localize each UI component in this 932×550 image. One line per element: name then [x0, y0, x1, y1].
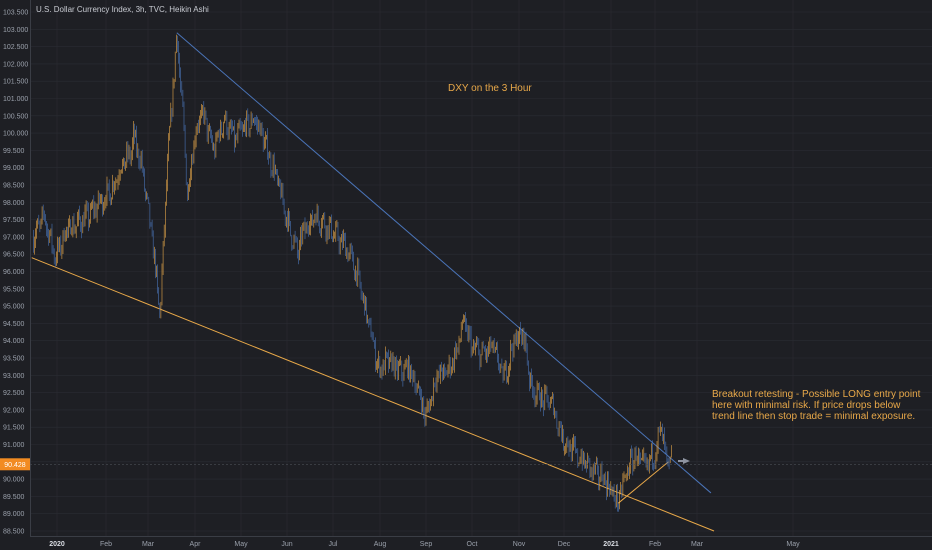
y-tick-label: 101.000	[3, 96, 28, 103]
y-tick-label: 98.500	[3, 183, 25, 190]
y-axis: 88.50089.00089.50090.00090.50091.00091.5…	[3, 10, 28, 536]
y-tick-label: 93.500	[3, 356, 25, 363]
arrow-shape	[678, 458, 690, 464]
x-tick-label: Mar	[142, 541, 155, 548]
y-tick-label: 102.000	[3, 61, 28, 68]
candles	[32, 34, 672, 512]
y-tick-label: 89.500	[3, 494, 25, 501]
x-axis: 2020 Feb Mar Apr May Jun Jul Aug Sep Oct Nov Dec 202…	[49, 541, 800, 548]
x-tick-label: May	[786, 541, 800, 548]
x-tick-label: Aug	[374, 541, 387, 548]
y-tick-label: 100.500	[3, 113, 28, 120]
y-tick-label: 100.000	[3, 131, 28, 138]
x-tick-label: 2020	[49, 541, 65, 548]
annotation-dxy: DXY on the 3 Hour	[448, 83, 532, 94]
x-tick-label: Jul	[329, 541, 338, 548]
y-tick-label: 96.000	[3, 269, 25, 276]
y-tick-label: 89.000	[3, 511, 25, 518]
retest-arrow-icon	[678, 458, 690, 464]
trendline-upper-resistance	[176, 32, 712, 494]
y-tick-label: 96.500	[3, 252, 25, 259]
y-tick-label: 98.000	[3, 200, 25, 207]
x-tick-label: Nov	[513, 541, 526, 548]
y-tick-label: 101.500	[3, 79, 28, 86]
y-tick-label: 95.000	[3, 304, 25, 311]
y-tick-label: 95.500	[3, 286, 25, 293]
y-tick-label: 90.000	[3, 477, 25, 484]
x-tick-label: Apr	[190, 541, 202, 548]
last-price-badge: 90.428	[0, 458, 932, 471]
last-price-label: 90.428	[4, 462, 26, 469]
y-tick-label: 99.000	[3, 165, 25, 172]
y-tick-label: 88.500	[3, 529, 25, 536]
last-price-bg	[0, 458, 30, 471]
x-tick-label: Feb	[649, 541, 661, 548]
y-tick-label: 103.000	[3, 27, 28, 34]
x-tick-label: 2021	[603, 541, 619, 548]
y-tick-label: 92.500	[3, 390, 25, 397]
x-tick-label: May	[234, 541, 248, 548]
x-tick-label: Mar	[691, 541, 704, 548]
y-tick-label: 103.500	[3, 10, 28, 17]
trendline-short-support	[617, 461, 669, 504]
trend-lines	[31, 32, 715, 532]
x-tick-label: Dec	[558, 541, 571, 548]
y-tick-label: 94.000	[3, 338, 25, 345]
y-tick-label: 91.500	[3, 425, 25, 432]
y-tick-label: 92.000	[3, 407, 25, 414]
x-tick-label: Feb	[100, 541, 112, 548]
y-tick-label: 93.000	[3, 373, 25, 380]
y-tick-label: 97.500	[3, 217, 25, 224]
x-tick-label: Sep	[420, 541, 433, 548]
x-tick-label: Jun	[281, 541, 292, 548]
chart-grid	[30, 0, 932, 536]
y-tick-label: 91.000	[3, 442, 25, 449]
y-tick-label: 94.500	[3, 321, 25, 328]
annotation-breakout: Breakout retesting - Possible LONG entry…	[712, 389, 921, 422]
trendline-lower-support	[31, 257, 715, 532]
y-tick-label: 102.500	[3, 44, 28, 51]
y-tick-label: 97.000	[3, 234, 25, 241]
x-tick-label: Oct	[467, 541, 478, 548]
chart-title: U.S. Dollar Currency Index, 3h, TVC, Hei…	[36, 5, 209, 14]
y-tick-label: 99.500	[3, 148, 25, 155]
